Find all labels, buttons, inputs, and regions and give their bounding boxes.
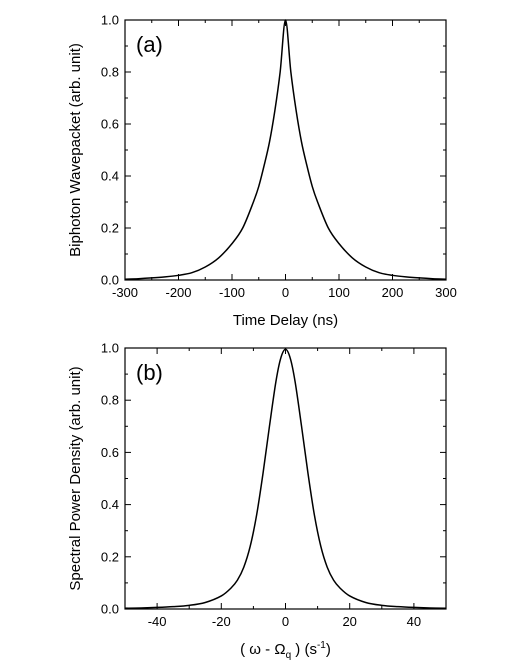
series-line: [124, 19, 447, 280]
y-tick-label: 0.8: [101, 65, 119, 80]
panel-label: (b): [136, 360, 163, 385]
panel-label: (a): [136, 32, 163, 57]
series-line: [124, 348, 447, 609]
x-axis-label: ( ω - Ωq ) (s-1): [240, 640, 331, 661]
x-tick-label: 20: [342, 614, 356, 629]
panel-a: -300 -200 -100 0 100 200 300 0.0 0.2 0.4 0.6 0.8 1.0…: [67, 13, 457, 330]
x-tick-label: -20: [212, 614, 231, 629]
x-tick-label: -200: [165, 285, 191, 300]
y-tick-label: 0.0: [101, 602, 119, 617]
y-tick-label: 0.6: [101, 117, 119, 132]
y-tick-label: 0.2: [101, 221, 119, 236]
x-tick-label: -300: [112, 285, 138, 300]
x-axis-label-subscript: q: [286, 650, 292, 661]
x-axis-label-superscript: -1: [317, 640, 326, 651]
panel-b: -40 -20 0 20 40 0.0 0.2 0.4 0.6 0.8 1.0 (b) Spectral…: [67, 341, 447, 661]
plot-frame: [124, 19, 447, 281]
x-axis-label-unit: ) (s: [291, 641, 317, 658]
x-axis-label-close: ): [326, 641, 331, 658]
x-axis-label-main: ( ω - Ω: [240, 641, 285, 658]
y-axis-label: Biphoton Wavepacket (arb. unit): [67, 43, 84, 257]
x-tick-label: -40: [148, 614, 167, 629]
y-tick-label: 0.2: [101, 549, 119, 564]
x-tick-label: 200: [382, 285, 404, 300]
y-tick-label: 0.4: [101, 169, 119, 184]
y-tick-label: 1.0: [101, 341, 119, 356]
y-tick-label: 0.8: [101, 393, 119, 408]
y-tick-label: 0.6: [101, 445, 119, 460]
x-tick-label: -100: [219, 285, 245, 300]
y-tick-label: 0.4: [101, 497, 119, 512]
y-tick-label: 0.0: [101, 273, 119, 288]
x-tick-label: 40: [407, 614, 421, 629]
plot-frame: [124, 347, 447, 610]
x-axis-label: Time Delay (ns): [233, 312, 338, 329]
x-tick-label: 0: [282, 614, 289, 629]
y-tick-label: 1.0: [101, 13, 119, 28]
x-tick-label: 300: [435, 285, 457, 300]
x-tick-label: 0: [282, 285, 289, 300]
x-tick-label: 100: [328, 285, 350, 300]
y-axis-label: Spectral Power Density (arb. unit): [67, 366, 84, 590]
